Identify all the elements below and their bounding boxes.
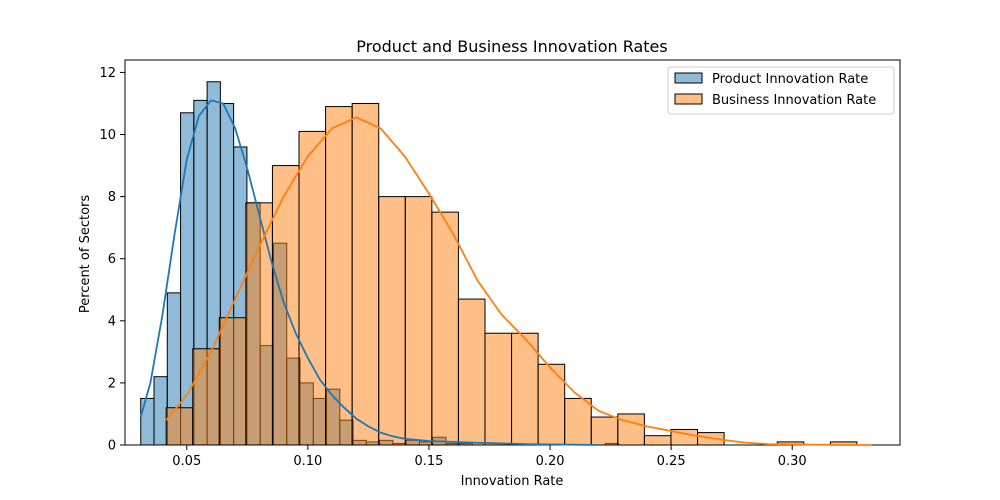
histogram-bar xyxy=(431,211,459,446)
histogram-bar xyxy=(643,435,672,446)
y-axis-title: Percent of Sectors xyxy=(78,195,93,314)
histogram-bar xyxy=(564,397,592,446)
histogram-bar xyxy=(457,298,486,446)
histogram-bar xyxy=(165,407,194,446)
y-tick-label: 4 xyxy=(108,314,116,329)
histogram-bar xyxy=(325,106,353,446)
histogram-bar xyxy=(378,196,406,446)
bars-layer xyxy=(140,81,858,446)
legend-swatch xyxy=(674,72,703,84)
kde-layer xyxy=(139,99,873,446)
x-axis: 0.05 0.10 0.15 0.20 0.25 0.30 xyxy=(172,445,807,469)
histogram-bar xyxy=(537,363,566,446)
legend-label: Product Innovation Rate xyxy=(712,72,868,87)
legend-label: Business Innovation Rate xyxy=(712,93,876,108)
histogram-bar xyxy=(298,130,327,446)
x-tick-label: 0.10 xyxy=(293,454,322,469)
x-axis-title: Innovation Rate xyxy=(461,474,564,489)
histogram-bar xyxy=(140,397,155,446)
y-tick-label: 10 xyxy=(99,128,116,143)
legend-box xyxy=(667,66,895,115)
legend-swatch xyxy=(674,93,703,105)
series-bars-1 xyxy=(165,102,858,446)
y-tick-label: 12 xyxy=(99,66,116,81)
chart-title: Product and Business Innovation Rates xyxy=(356,37,667,56)
histogram-bar xyxy=(245,202,273,446)
y-axis: 0 2 4 6 8 10 12 xyxy=(99,66,125,454)
y-tick-label: 6 xyxy=(108,252,116,267)
legend: Product Innovation Rate Business Innovati… xyxy=(667,66,895,115)
histogram-bar xyxy=(590,416,619,446)
kde-line-0 xyxy=(139,99,599,446)
x-tick-label: 0.25 xyxy=(657,454,686,469)
histogram-bar xyxy=(153,376,168,446)
x-tick-label: 0.30 xyxy=(778,454,807,469)
histogram-bar xyxy=(192,348,220,446)
histogram-bar xyxy=(351,102,380,446)
histogram-bar xyxy=(511,332,539,446)
histogram-bar xyxy=(404,196,433,446)
histogram-bar xyxy=(218,317,247,446)
histogram-bar xyxy=(484,332,513,446)
y-tick-label: 0 xyxy=(108,439,116,454)
x-tick-label: 0.20 xyxy=(536,454,565,469)
kde-line-1 xyxy=(165,116,873,446)
y-tick-label: 2 xyxy=(108,376,116,391)
x-tick-label: 0.05 xyxy=(172,454,201,469)
x-tick-label: 0.15 xyxy=(414,454,443,469)
y-tick-label: 8 xyxy=(108,190,116,205)
histogram-bar xyxy=(617,413,645,446)
